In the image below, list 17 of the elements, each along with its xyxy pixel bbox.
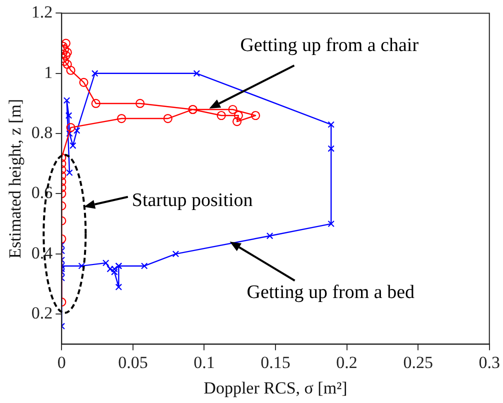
y-tick-label: 1.2 <box>31 2 53 22</box>
y-tick-label: 0.8 <box>31 123 53 142</box>
x-tick-label: 0.2 <box>336 352 358 372</box>
x-tick-label: 0 <box>57 352 66 372</box>
x-tick-label: 0.05 <box>118 352 148 372</box>
x-tick-label: 0.25 <box>403 352 433 372</box>
annotation: Getting up from a bed <box>246 282 415 304</box>
annotation: Getting up from a chair <box>240 34 419 57</box>
x-tick-label: 0.15 <box>260 352 290 372</box>
y-tick-label: 0.2 <box>31 304 53 323</box>
y-tick-label: 1 <box>44 62 53 82</box>
y-axis-title: Estimated height, z [m] <box>6 98 25 258</box>
x-tick-label: 0.1 <box>194 352 215 372</box>
y-tick-label: 0.4 <box>31 243 54 262</box>
annotation: Startup position <box>132 190 253 212</box>
x-axis-title: Doppler RCS, σ [m²] <box>204 378 348 398</box>
x-tick-label: 0.3 <box>478 352 500 372</box>
